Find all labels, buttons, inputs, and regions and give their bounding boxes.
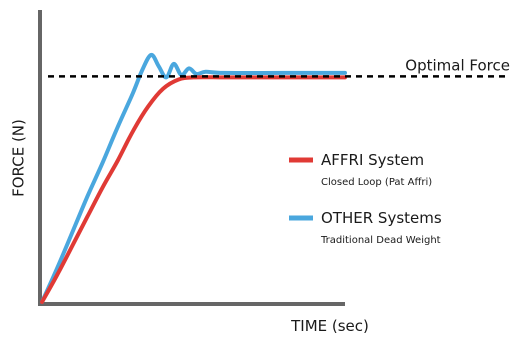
legend-item-affri: AFFRI System Closed Loop (Pat Affri) <box>289 151 432 188</box>
legend-label-other: OTHER Systems <box>321 209 442 227</box>
legend-item-other: OTHER Systems Traditional Dead Weight <box>289 209 442 246</box>
axes <box>38 10 345 306</box>
legend-sublabel-affri: Closed Loop (Pat Affri) <box>321 177 432 188</box>
series-line-other <box>40 52 347 304</box>
series-layer <box>40 52 347 304</box>
legend-label-affri: AFFRI System <box>321 151 424 169</box>
legend: AFFRI System Closed Loop (Pat Affri) OTH… <box>289 151 442 246</box>
y-axis-label: FORCE (N) <box>10 119 28 197</box>
x-axis-label: TIME (sec) <box>290 317 369 335</box>
legend-sublabel-other: Traditional Dead Weight <box>320 235 441 246</box>
series-line-affri <box>40 75 347 304</box>
optimal-force-label: Optimal Force <box>405 56 510 74</box>
